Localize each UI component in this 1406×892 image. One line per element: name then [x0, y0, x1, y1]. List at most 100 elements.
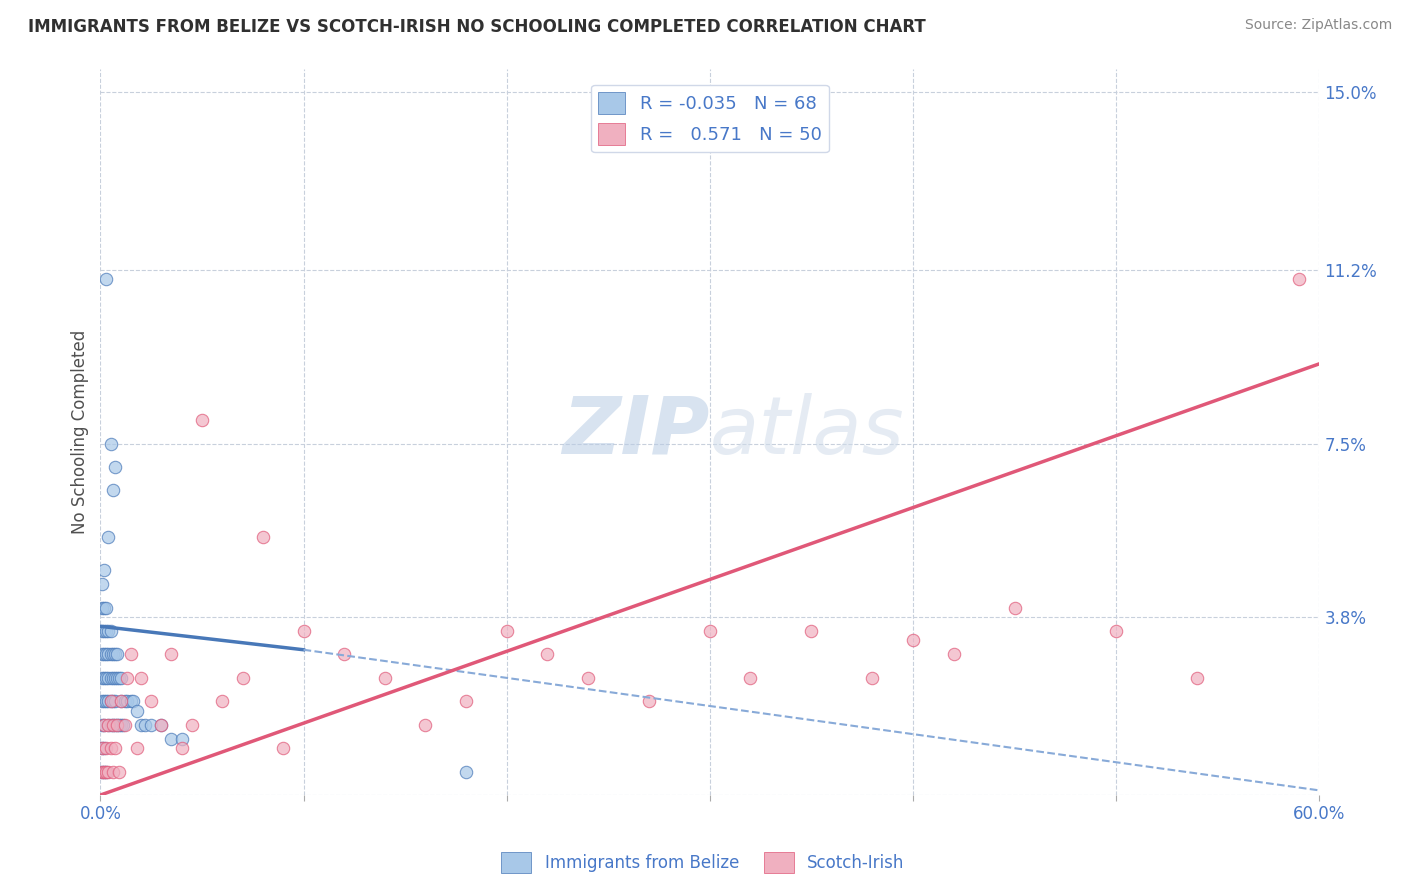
- Point: [1288, 272, 1310, 286]
- Point: [101, 671, 124, 685]
- Point: [93, 718, 115, 732]
- Point: [495, 624, 517, 638]
- Point: [110, 694, 132, 708]
- Point: [800, 624, 823, 638]
- Point: [170, 731, 193, 746]
- Point: [211, 694, 233, 708]
- Point: [105, 718, 128, 732]
- Point: [107, 671, 129, 685]
- Point: [107, 718, 129, 732]
- Point: [100, 718, 122, 732]
- Point: [1105, 624, 1128, 638]
- Point: [103, 741, 125, 756]
- Point: [180, 718, 202, 732]
- Point: [129, 671, 152, 685]
- Y-axis label: No Schooling Completed: No Schooling Completed: [72, 330, 89, 534]
- Point: [134, 718, 156, 732]
- Point: [536, 648, 558, 662]
- Point: [96, 671, 118, 685]
- Point: [96, 272, 118, 286]
- Point: [103, 694, 125, 708]
- Point: [114, 694, 136, 708]
- Point: [252, 530, 274, 544]
- Point: [333, 648, 356, 662]
- Point: [150, 718, 173, 732]
- Point: [93, 718, 115, 732]
- Point: [454, 694, 477, 708]
- Point: [91, 764, 114, 779]
- Point: [139, 718, 162, 732]
- Point: [232, 671, 254, 685]
- Point: [105, 648, 128, 662]
- Point: [105, 718, 128, 732]
- Point: [101, 694, 124, 708]
- Point: [93, 563, 115, 577]
- Point: [97, 718, 120, 732]
- Point: [97, 764, 120, 779]
- Point: [93, 764, 115, 779]
- Point: [97, 718, 120, 732]
- Point: [91, 764, 114, 779]
- Point: [114, 718, 136, 732]
- Point: [125, 704, 148, 718]
- Point: [271, 741, 294, 756]
- Point: [91, 577, 114, 591]
- Point: [125, 741, 148, 756]
- Point: [101, 483, 124, 498]
- Point: [101, 764, 124, 779]
- Point: [160, 731, 183, 746]
- Point: [100, 648, 122, 662]
- Point: [96, 764, 118, 779]
- Point: [374, 671, 396, 685]
- Point: [91, 624, 114, 638]
- Text: ZIP: ZIP: [562, 392, 710, 471]
- Point: [110, 694, 132, 708]
- Point: [415, 718, 437, 732]
- Point: [100, 741, 122, 756]
- Point: [91, 741, 114, 756]
- Point: [103, 459, 125, 474]
- Point: [740, 671, 762, 685]
- Point: [120, 648, 142, 662]
- Point: [115, 671, 138, 685]
- Point: [860, 671, 883, 685]
- Point: [111, 718, 134, 732]
- Point: [121, 694, 143, 708]
- Text: atlas: atlas: [710, 392, 904, 471]
- Point: [150, 718, 173, 732]
- Point: [1004, 600, 1026, 615]
- Point: [93, 764, 115, 779]
- Point: [96, 624, 118, 638]
- Point: [93, 694, 115, 708]
- Point: [91, 694, 114, 708]
- Point: [97, 530, 120, 544]
- Point: [105, 671, 128, 685]
- Point: [93, 671, 115, 685]
- Point: [91, 600, 114, 615]
- Text: IMMIGRANTS FROM BELIZE VS SCOTCH-IRISH NO SCHOOLING COMPLETED CORRELATION CHART: IMMIGRANTS FROM BELIZE VS SCOTCH-IRISH N…: [28, 18, 927, 36]
- Point: [91, 741, 114, 756]
- Text: Source: ZipAtlas.com: Source: ZipAtlas.com: [1244, 18, 1392, 32]
- Point: [96, 694, 118, 708]
- Point: [96, 764, 118, 779]
- Point: [97, 624, 120, 638]
- Point: [292, 624, 315, 638]
- Point: [101, 718, 124, 732]
- Point: [191, 413, 214, 427]
- Point: [110, 718, 132, 732]
- Point: [1187, 671, 1209, 685]
- Legend: R = -0.035   N = 68, R =   0.571   N = 50: R = -0.035 N = 68, R = 0.571 N = 50: [591, 85, 828, 153]
- Point: [129, 718, 152, 732]
- Point: [100, 624, 122, 638]
- Point: [93, 600, 115, 615]
- Point: [103, 671, 125, 685]
- Point: [576, 671, 599, 685]
- Point: [91, 648, 114, 662]
- Point: [101, 718, 124, 732]
- Point: [97, 694, 120, 708]
- Point: [100, 436, 122, 450]
- Point: [100, 694, 122, 708]
- Point: [454, 764, 477, 779]
- Legend: Immigrants from Belize, Scotch-Irish: Immigrants from Belize, Scotch-Irish: [495, 846, 911, 880]
- Point: [93, 624, 115, 638]
